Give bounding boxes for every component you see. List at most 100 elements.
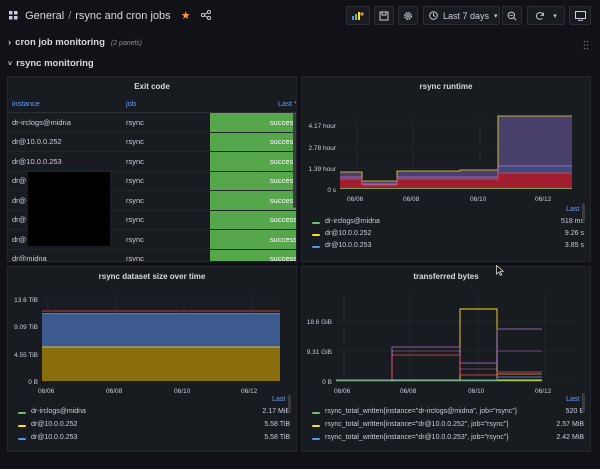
legend-swatch: [312, 425, 320, 427]
cell-status: success: [210, 229, 296, 250]
legend-scrollbar[interactable]: [288, 395, 291, 413]
row-panel-count: (2 panels): [110, 40, 143, 47]
legend-header[interactable]: Last *: [566, 396, 584, 403]
row-cron-job-monitoring[interactable]: › cron job monitoring (2 panels): [8, 37, 142, 48]
legend-swatch: [18, 438, 26, 440]
refresh-chevron-icon[interactable]: ▾: [553, 12, 557, 20]
line-red: [336, 354, 542, 381]
breadcrumb: General / rsync and cron jobs ★: [9, 9, 211, 23]
legend-value: 3.85 s: [564, 242, 584, 249]
clock-icon: [429, 11, 438, 20]
legend-swatch: [18, 412, 26, 414]
legend-value: 518 ms: [561, 218, 584, 225]
cell-status: success: [210, 210, 296, 230]
zoom-out-button[interactable]: [502, 6, 522, 25]
save-dashboard-button[interactable]: [374, 6, 394, 25]
x-tick: 06/12: [535, 196, 552, 203]
tv-mode-button[interactable]: [569, 6, 591, 25]
cell-status: success: [210, 151, 296, 172]
cell-status: success: [210, 171, 296, 191]
dashboard-title[interactable]: rsync and cron jobs: [75, 10, 171, 22]
area-253: [42, 314, 280, 347]
legend-item[interactable]: rsync_total_written{instance="dr-irclogs…: [312, 408, 584, 419]
x-tick: 06/06: [334, 388, 351, 395]
x-tick: 06/08: [403, 196, 420, 203]
legend-item[interactable]: dr-irclogs@midna 2.17 MiB: [18, 408, 290, 419]
x-tick: 06/10: [470, 196, 487, 203]
time-range-label: Last 7 days: [443, 10, 490, 21]
column-header-instance[interactable]: instance: [8, 95, 122, 113]
breadcrumb-folder[interactable]: General: [25, 10, 65, 22]
legend-name: rsync_total_written{instance="dr-irclogs…: [325, 408, 518, 415]
legend-item[interactable]: dr@10.0.0.252 9.26 s: [312, 230, 584, 241]
panel-title: transferred bytes: [413, 272, 479, 281]
legend-item[interactable]: dr@10.0.0.252 5.58 TiB: [18, 421, 290, 432]
legend-item[interactable]: rsync_total_written{instance="dr@10.0.0.…: [312, 421, 584, 432]
legend-item[interactable]: rsync_total_written{instance="dr@10.0.0.…: [312, 434, 584, 445]
transferred-chart[interactable]: 18.6 GiB 9.31 GiB 0 B 06/06 06/08 06/10 …: [302, 285, 591, 410]
cell-status: success: [210, 249, 296, 261]
zoom-out-icon: [507, 11, 517, 21]
legend-value: 2.17 MiB: [262, 408, 290, 415]
legend-item[interactable]: dr@10.0.0.253 5.58 TiB: [18, 434, 290, 445]
row-title-cron: cron job monitoring: [15, 37, 105, 48]
dataset-size-panel: rsync dataset size over time 13.6 TiB 9.…: [7, 266, 297, 452]
exit-code-panel: Exit code instance job Last * dr-irclogs…: [7, 76, 297, 262]
top-bar: General / rsync and cron jobs ★ Last 7 day…: [0, 0, 600, 32]
legend-value: 5.58 TiB: [264, 434, 290, 441]
column-header-job[interactable]: job: [122, 95, 210, 113]
x-tick: 06/10: [174, 388, 191, 395]
y-tick: 4.17 hour: [309, 123, 337, 130]
legend-scrollbar[interactable]: [582, 203, 585, 223]
legend-value: 520 B: [565, 408, 584, 415]
redacted-block: [28, 172, 110, 246]
legend-swatch: [18, 425, 26, 427]
legend-value: 2.57 MiB: [556, 421, 584, 428]
add-panel-button[interactable]: [346, 6, 370, 25]
runtime-chart[interactable]: 4.17 hour 2.78 hour 1.39 hour 0 s 06/06 …: [302, 95, 591, 220]
cell-job: rsync: [122, 210, 210, 230]
time-range-picker[interactable]: Last 7 days ▾: [423, 6, 500, 25]
table-row: dr-irclogs@midna rsync success: [8, 112, 296, 133]
table-header: instance job Last *: [8, 95, 296, 113]
x-tick: 06/12: [241, 388, 258, 395]
x-tick: 06/06: [347, 196, 364, 203]
runtime-line-red: [340, 172, 572, 186]
mouse-cursor-icon: [496, 263, 505, 281]
legend-swatch: [312, 234, 320, 236]
y-tick: 9.31 GiB: [307, 349, 332, 356]
legend-item[interactable]: dr@10.0.0.253 3.85 s: [312, 242, 584, 253]
table-row: dr@10.0.0.252 rsync success: [8, 132, 296, 152]
y-tick: 9.09 TiB: [14, 324, 38, 331]
cell-status: success: [210, 112, 296, 133]
legend-scrollbar[interactable]: [582, 393, 585, 413]
legend-header[interactable]: Last *: [566, 206, 584, 213]
cell-instance: dr@midna: [8, 249, 122, 261]
dataset-chart[interactable]: 13.6 TiB 9.09 TiB 4.55 TiB 0 B 06/06 06/…: [8, 285, 297, 410]
cell-instance: dr-irclogs@midna: [8, 112, 122, 133]
cell-status: success: [210, 132, 296, 152]
breadcrumb-separator: /: [68, 10, 72, 22]
legend-value: 5.58 TiB: [264, 421, 290, 428]
x-tick: 06/06: [38, 388, 55, 395]
legend-item[interactable]: dr-irclogs@midna 518 ms: [312, 218, 584, 229]
rsync-runtime-panel: rsync runtime 4.17 hour 2.78 hour 1.39 h…: [301, 76, 591, 262]
legend-name: dr-irclogs@midna: [31, 408, 86, 415]
column-header-last[interactable]: Last *: [210, 95, 296, 113]
dataset-legend: Last * dr-irclogs@midna 2.17 MiB dr@10.0.…: [18, 396, 290, 451]
table-scrollbar[interactable]: [293, 113, 296, 208]
settings-button[interactable]: [398, 6, 418, 25]
row-rsync-monitoring[interactable]: ˅ rsync monitoring: [8, 58, 94, 69]
apps-icon[interactable]: [9, 11, 18, 20]
x-tick: 06/10: [468, 388, 485, 395]
cell-job: rsync: [122, 171, 210, 191]
legend-header[interactable]: Last *: [272, 396, 290, 403]
refresh-button[interactable]: ▾: [527, 6, 565, 25]
share-icon[interactable]: [200, 9, 211, 23]
drag-handle-icon[interactable]: [583, 37, 589, 50]
transferred-legend: Last * rsync_total_written{instance="dr-…: [312, 396, 584, 451]
legend-swatch: [312, 438, 320, 440]
cell-job: rsync: [122, 112, 210, 133]
star-icon[interactable]: ★: [180, 10, 191, 22]
legend-name: rsync_total_written{instance="dr@10.0.0.…: [325, 421, 509, 428]
